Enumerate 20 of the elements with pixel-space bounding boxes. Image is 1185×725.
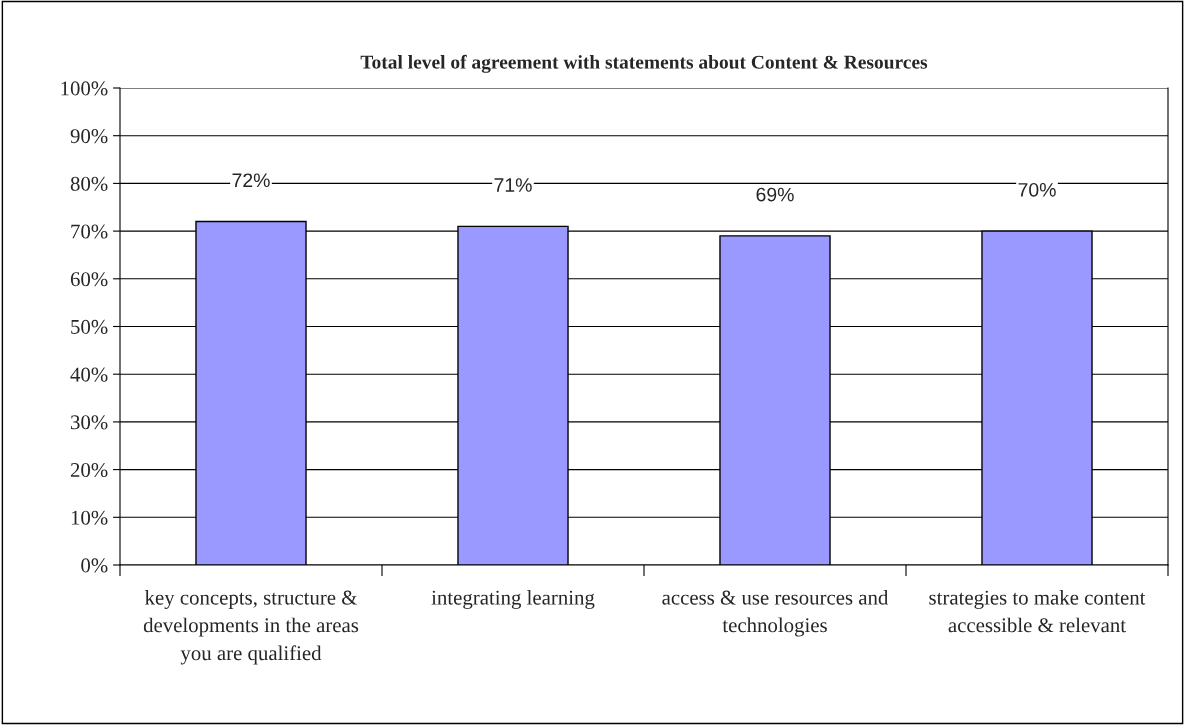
x-tick-label: integrating learning xyxy=(431,590,595,609)
y-tick-label: 30% xyxy=(71,415,108,430)
x-tick-label: strategies to make content accessible & relevant xyxy=(929,590,1146,633)
y-tick-label: 50% xyxy=(71,319,108,334)
y-tick-label: 10% xyxy=(71,510,108,525)
y-tick-label: 90% xyxy=(70,129,108,144)
data-label: 71% xyxy=(494,178,532,192)
x-tick-label: access & use resources and technologies xyxy=(662,590,889,637)
y-tick-label: 20% xyxy=(70,462,108,478)
y-tick-label: 80% xyxy=(70,176,108,191)
data-label: 70% xyxy=(1018,182,1056,197)
y-tick-label: 40% xyxy=(70,367,108,382)
chart-title: Total level of agreement with statements about Content & Resources xyxy=(360,54,928,73)
x-tick-label: key concepts, structure & developments in the areas you are qualified xyxy=(143,590,359,665)
y-tick-label: 70% xyxy=(71,224,108,239)
y-tick-label: 60% xyxy=(70,272,108,287)
data-label: 72% xyxy=(232,173,270,188)
y-tick-label: 0% xyxy=(81,558,108,573)
y-tick-label: 100% xyxy=(61,81,108,96)
data-label: 69% xyxy=(756,187,794,202)
